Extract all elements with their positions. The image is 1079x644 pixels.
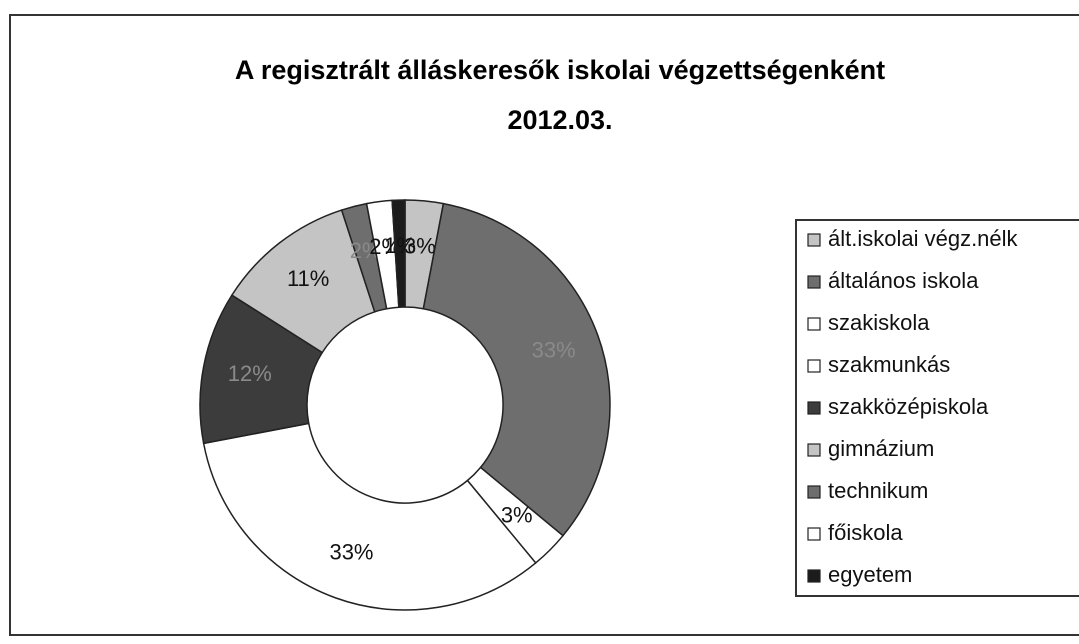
chart-title: A regisztrált álláskeresők iskolai végze… [235, 55, 885, 85]
data-label: 1% [384, 233, 416, 258]
data-label: 33% [329, 539, 373, 564]
chart-subtitle: 2012.03. [507, 105, 612, 135]
legend-swatch [807, 317, 821, 331]
legend-box [795, 219, 1079, 597]
legend-label: gimnázium [828, 436, 934, 461]
legend-swatch [807, 485, 821, 499]
data-label: 11% [287, 266, 329, 291]
legend-swatch [807, 275, 821, 289]
legend-label: általános iskola [828, 268, 979, 293]
donut-slice [422, 202, 611, 537]
legend-label: szakmunkás [828, 352, 950, 377]
legend-label: szakiskola [828, 310, 930, 335]
legend-swatch [807, 527, 821, 541]
donut-slice [391, 199, 406, 308]
legend-swatch [807, 443, 821, 457]
donut-slice [202, 422, 537, 611]
legend-label: ált.iskolai végz.nélk [828, 226, 1019, 251]
legend-label: technikum [828, 478, 928, 503]
data-label: 12% [228, 361, 272, 386]
legend-swatch [807, 359, 821, 373]
legend-label: egyetem [828, 562, 912, 587]
legend-label: főiskola [828, 520, 903, 545]
data-label: 3% [404, 234, 436, 259]
data-label: 3% [501, 503, 533, 528]
data-label: 33% [532, 337, 576, 362]
legend-swatch [807, 401, 821, 415]
legend-label: szakközépiskola [828, 394, 989, 419]
legend-swatch [807, 233, 821, 247]
legend-swatch [807, 569, 821, 583]
